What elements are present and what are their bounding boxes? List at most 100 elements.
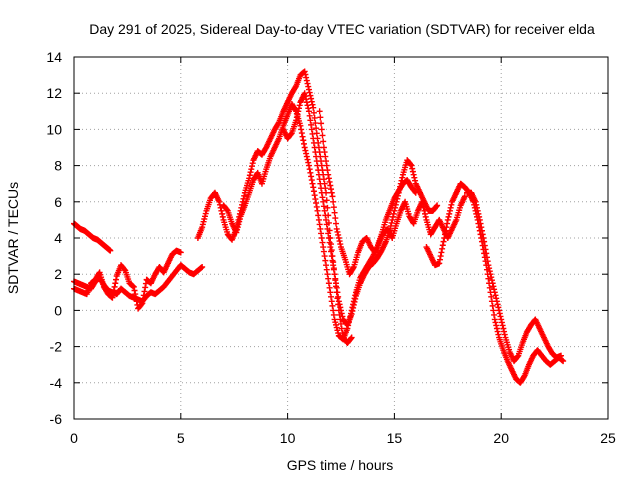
- data-point: [327, 244, 334, 251]
- data-point: [330, 266, 337, 273]
- data-point: [111, 283, 118, 290]
- data-point: [493, 325, 500, 332]
- data-point: [419, 198, 426, 205]
- data-point: [328, 189, 335, 196]
- data-point: [304, 156, 311, 163]
- data-point: [305, 83, 312, 90]
- data-point: [398, 177, 405, 184]
- data-point: [303, 96, 310, 103]
- data-point: [308, 126, 315, 133]
- data-point: [486, 265, 493, 272]
- data-point: [409, 168, 416, 175]
- data-point: [315, 216, 322, 223]
- data-point: [320, 248, 327, 255]
- data-point: [520, 373, 527, 380]
- data-point: [295, 108, 302, 115]
- data-point: [199, 263, 206, 270]
- series-track-i: [464, 189, 565, 365]
- data-point: [494, 301, 501, 308]
- data-point: [299, 133, 306, 140]
- data-point: [322, 212, 329, 219]
- data-point: [476, 216, 483, 223]
- data-point: [333, 280, 340, 287]
- data-point: [324, 167, 331, 174]
- data-point: [318, 120, 325, 127]
- data-point: [396, 186, 403, 193]
- data-point: [436, 256, 443, 263]
- data-point: [328, 253, 335, 260]
- x-tick-label: 20: [493, 430, 509, 446]
- data-point: [491, 316, 498, 323]
- data-point: [474, 207, 481, 214]
- data-point: [329, 193, 336, 200]
- data-point: [326, 239, 333, 246]
- data-point: [493, 298, 500, 305]
- data-point: [301, 90, 308, 97]
- data-point: [314, 207, 321, 214]
- data-point: [446, 210, 453, 217]
- data-point: [394, 192, 401, 199]
- data-point: [140, 296, 147, 303]
- data-point: [320, 138, 327, 145]
- data-point: [350, 265, 357, 272]
- data-point: [307, 169, 314, 176]
- data-point: [347, 335, 354, 342]
- data-point: [335, 330, 342, 337]
- data-point: [461, 193, 468, 200]
- data-point: [489, 280, 496, 287]
- data-point: [300, 137, 307, 144]
- data-point: [324, 271, 331, 278]
- data-point: [305, 86, 312, 93]
- y-tick-label: 6: [54, 194, 62, 210]
- data-point: [138, 301, 145, 308]
- data-point: [397, 180, 404, 187]
- series-track-d: [194, 68, 355, 346]
- data-point: [336, 301, 343, 308]
- data-point: [311, 144, 318, 151]
- data-point: [236, 218, 243, 225]
- data-point: [473, 201, 480, 208]
- data-point: [412, 177, 419, 184]
- data-point: [320, 144, 327, 151]
- data-point: [313, 200, 320, 207]
- data-point: [333, 321, 340, 328]
- data-point: [321, 207, 328, 214]
- data-point: [332, 215, 339, 222]
- data-point: [302, 147, 309, 154]
- data-point: [327, 182, 334, 189]
- x-tick-label: 5: [177, 430, 185, 446]
- data-point: [334, 289, 341, 296]
- data-point: [332, 275, 339, 282]
- data-point: [331, 209, 338, 216]
- data-point: [389, 216, 396, 223]
- data-point: [247, 169, 254, 176]
- data-point: [334, 228, 341, 235]
- data-point: [275, 120, 282, 127]
- data-point: [350, 301, 357, 308]
- data-point: [301, 68, 308, 75]
- data-point: [311, 192, 318, 199]
- data-point: [246, 172, 253, 179]
- data-point: [293, 114, 300, 121]
- data-point: [332, 319, 339, 326]
- data-point: [199, 221, 206, 228]
- data-point: [558, 352, 565, 359]
- data-point: [322, 257, 329, 264]
- data-point: [447, 204, 454, 211]
- data-point: [479, 231, 486, 238]
- data-point: [439, 242, 446, 249]
- data-point: [337, 241, 344, 248]
- data-point: [333, 225, 340, 232]
- data-point: [305, 159, 312, 166]
- data-point: [328, 186, 335, 193]
- y-tick-label: 10: [46, 121, 62, 137]
- data-point: [492, 292, 499, 299]
- data-point: [305, 162, 312, 169]
- data-point: [501, 328, 508, 335]
- data-point: [308, 173, 315, 180]
- plot-frame: [73, 56, 609, 420]
- data-point: [142, 284, 149, 291]
- data-point: [446, 207, 453, 214]
- data-point: [335, 298, 342, 305]
- data-point: [318, 126, 325, 133]
